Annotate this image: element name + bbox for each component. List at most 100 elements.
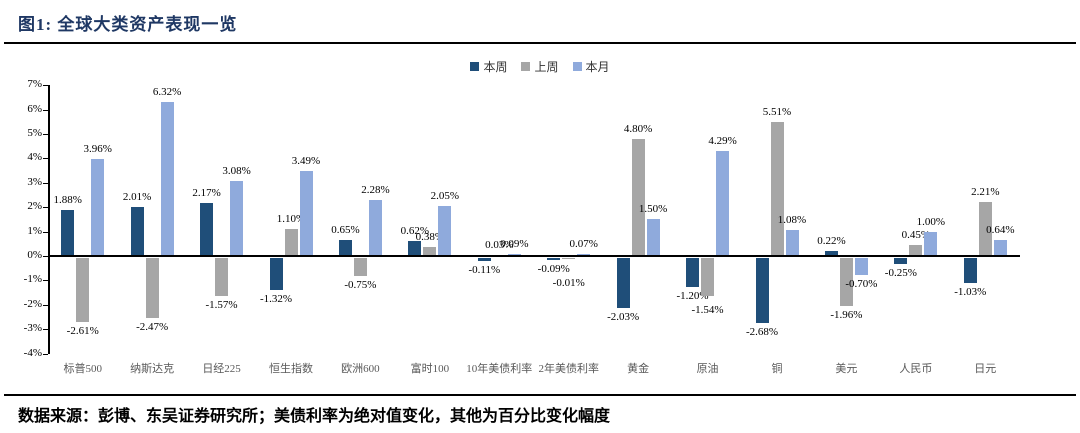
- bar-value-label: 2.01%: [122, 190, 152, 203]
- y-axis-tick-label: 6%: [27, 102, 42, 115]
- bar: [686, 258, 700, 288]
- legend-label: 本月: [585, 60, 610, 74]
- bar-value-label: 6.32%: [152, 85, 182, 98]
- y-axis-tick: [43, 231, 48, 233]
- y-axis-tick-label: 3%: [27, 175, 42, 188]
- bar: [824, 250, 838, 256]
- bar: [993, 240, 1007, 256]
- bar: [562, 258, 576, 259]
- bar: [701, 258, 715, 296]
- bar: [924, 231, 938, 256]
- legend-swatch-icon: [470, 62, 480, 71]
- bar-value-label: -0.70%: [845, 278, 878, 291]
- bar: [76, 258, 90, 322]
- bar: [200, 203, 214, 256]
- bar: [854, 258, 868, 276]
- bar: [755, 258, 769, 324]
- bar: [299, 170, 313, 256]
- bar: [477, 258, 491, 261]
- y-axis-tick: [43, 329, 48, 331]
- bar: [963, 258, 977, 284]
- bar-value-label: 2.17%: [192, 187, 221, 200]
- bar-value-label: 0.64%: [986, 224, 1015, 237]
- bar: [215, 258, 229, 297]
- bar-value-label: 2.21%: [971, 186, 1000, 199]
- bar: [785, 229, 799, 256]
- bar: [770, 121, 784, 256]
- y-axis-tick-label: -1%: [23, 273, 42, 286]
- bar-value-label: -0.09%: [537, 263, 570, 276]
- legend-item: 本周: [470, 58, 507, 75]
- bar: [646, 219, 660, 256]
- bar: [978, 202, 992, 256]
- x-axis-category-label: 原油: [696, 363, 719, 375]
- legend-item: 本月: [572, 58, 610, 75]
- bar-value-label: -2.68%: [745, 326, 779, 339]
- bar-value-label: -0.11%: [468, 263, 501, 276]
- bottom-rule: [4, 394, 1076, 396]
- bar: [368, 200, 382, 256]
- bar: [284, 229, 298, 256]
- bar-value-label: 0.09%: [500, 237, 529, 250]
- bar: [160, 101, 174, 256]
- bar: [423, 246, 437, 256]
- bar-value-label: 0.03%: [485, 239, 514, 251]
- bar-value-label: -1.96%: [830, 308, 863, 321]
- bar-value-label: -1.03%: [954, 286, 987, 299]
- x-axis-category-label: 美元: [835, 363, 858, 375]
- bar-value-label: -1.57%: [205, 299, 238, 312]
- figure-title: 图1: 全球大类资产表现一览: [18, 15, 238, 34]
- bar-value-label: 3.08%: [222, 164, 251, 177]
- bar: [338, 240, 352, 256]
- bar-value-label: -2.47%: [136, 321, 169, 334]
- y-axis-tick: [43, 207, 48, 209]
- y-axis-tick-label: 5%: [27, 127, 42, 139]
- x-axis-category-label: 人民币: [899, 363, 933, 375]
- y-axis-tick: [43, 280, 48, 282]
- y-axis-tick-label: 2%: [27, 200, 42, 213]
- x-axis-category-label: 10年美债利率: [466, 363, 533, 375]
- bar: [547, 258, 561, 261]
- legend-item: 上周: [521, 58, 559, 75]
- legend-label: 本周: [483, 60, 508, 74]
- bar: [130, 206, 144, 256]
- bar: [894, 258, 908, 265]
- bar-value-label: 0.45%: [901, 229, 931, 242]
- zero-line: [48, 255, 1020, 257]
- bar: [716, 151, 730, 256]
- bar-value-label: -2.61%: [66, 324, 99, 337]
- bar-value-label: 1.50%: [638, 203, 668, 216]
- bar: [408, 240, 422, 256]
- bar-value-label: 0.62%: [400, 224, 430, 237]
- y-axis-tick: [43, 158, 48, 160]
- legend-swatch-icon: [572, 62, 582, 71]
- bar: [507, 253, 521, 256]
- bar-value-label: 4.80%: [623, 122, 653, 135]
- bar-value-label: 0.65%: [331, 224, 360, 237]
- bar-value-label: 1.88%: [53, 194, 82, 207]
- bar-value-label: -2.03%: [607, 310, 640, 323]
- bar: [353, 258, 367, 277]
- bar: [438, 205, 452, 256]
- y-axis-tick: [43, 109, 48, 111]
- x-axis-category-label: 标普500: [63, 363, 102, 375]
- bar-value-label: -0.75%: [344, 279, 377, 292]
- bar-value-label: -0.25%: [884, 267, 917, 280]
- legend-swatch-icon: [521, 62, 531, 71]
- bar-value-label: 0.22%: [817, 234, 846, 247]
- bar-value-label: 4.29%: [708, 135, 737, 148]
- y-axis-tick-label: 7%: [27, 78, 42, 91]
- x-axis-category-label: 纳斯达克: [130, 363, 175, 375]
- bar-value-label: -1.54%: [691, 304, 724, 317]
- x-axis-category-label: 富时100: [410, 363, 450, 375]
- bar-value-label: -1.20%: [676, 290, 709, 303]
- bar: [269, 258, 283, 291]
- y-axis-tick-label: -3%: [23, 322, 42, 335]
- y-axis-tick: [43, 85, 48, 87]
- y-axis-tick-label: -2%: [23, 297, 42, 310]
- y-axis-line: [48, 85, 50, 354]
- chart-legend: 本周 上周 本月: [0, 58, 1080, 75]
- x-axis-category-label: 黄金: [627, 363, 650, 375]
- bar-value-label: 0.07%: [569, 238, 598, 251]
